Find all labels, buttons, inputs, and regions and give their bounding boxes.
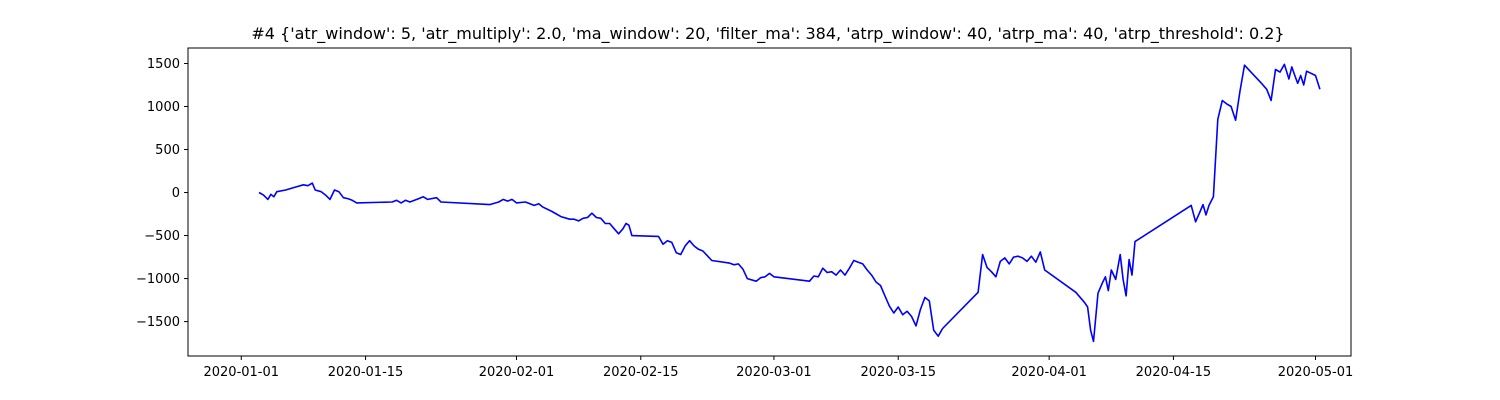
x-tick-label: 2020-01-15	[328, 365, 404, 380]
y-tick-label: 0	[172, 186, 180, 201]
axis-ticks: 2020-01-01 2020-01-15 2020-02-01 2020-02-15…	[136, 57, 1353, 380]
y-tick-label: −500	[144, 229, 180, 244]
series-group	[258, 63, 1321, 343]
x-tick-label: 2020-04-01	[1011, 365, 1087, 380]
y-tick-label: −1000	[136, 272, 180, 287]
y-tick-label: 500	[155, 143, 180, 158]
x-tick-label: 2020-03-15	[860, 365, 936, 380]
plot-frame	[187, 47, 1352, 357]
chart-title: #4 {'atr_window': 5, 'atr_multiply': 2.0…	[251, 24, 1284, 44]
series-line	[258, 63, 1321, 343]
x-tick-label: 2020-02-15	[603, 365, 679, 380]
y-tick-label: −1500	[136, 315, 180, 330]
x-tick-label: 2020-05-01	[1278, 365, 1354, 380]
x-tick-label: 2020-01-01	[203, 365, 279, 380]
x-tick-label: 2020-02-01	[479, 365, 555, 380]
y-tick-label: 1500	[147, 57, 180, 72]
y-tick-label: 1000	[147, 100, 180, 115]
x-tick-label: 2020-04-15	[1136, 365, 1212, 380]
x-tick-label: 2020-03-01	[736, 365, 812, 380]
